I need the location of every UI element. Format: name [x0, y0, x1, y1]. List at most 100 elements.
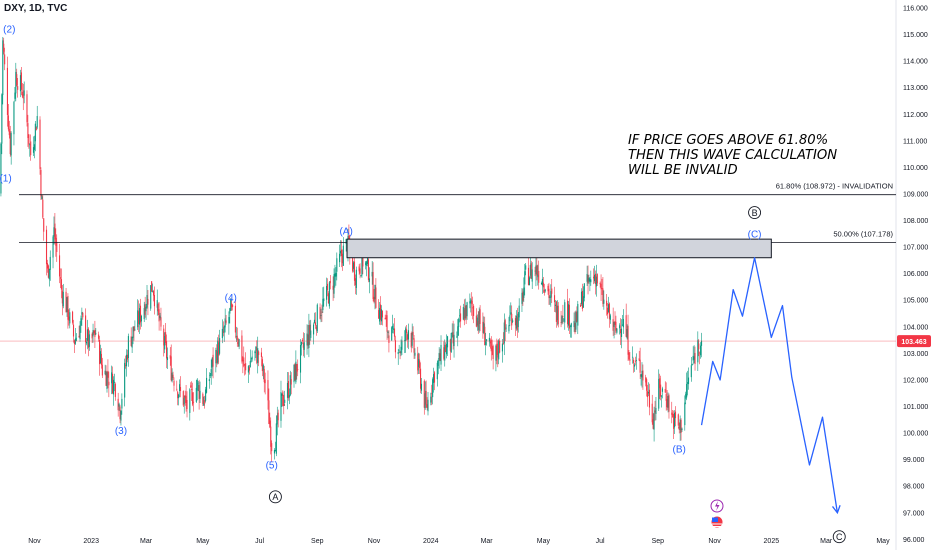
candle-body: [580, 291, 583, 305]
candle-body: [308, 325, 310, 349]
candle-body: [462, 307, 464, 320]
candle-body: [634, 360, 637, 362]
candle-body: [564, 302, 566, 323]
symbol-label[interactable]: DXY, 1D, TVC: [4, 3, 68, 14]
candle-body: [16, 74, 18, 86]
candle-body: [118, 403, 120, 407]
y-tick-label: 109.000: [903, 191, 928, 198]
candle-body: [139, 305, 142, 323]
wave-label: (C): [748, 229, 762, 240]
invalidation-note: IF PRICE GOES ABOVE 61.80% THEN THIS WAVE…: [628, 133, 837, 178]
candle-body: [366, 256, 369, 265]
candle-body: [91, 333, 93, 339]
candle-body: [486, 339, 488, 341]
candle-body: [567, 304, 570, 326]
candle-body: [267, 380, 269, 401]
candle-body: [257, 348, 259, 363]
candle-body: [615, 321, 617, 331]
candle-body: [152, 290, 154, 292]
current-price-tag[interactable]: [897, 335, 931, 348]
candle-body: [673, 413, 675, 429]
candle-body: [281, 393, 283, 396]
candle-body: [117, 398, 119, 411]
candle-body: [671, 412, 673, 415]
candle-body: [27, 123, 29, 139]
candle-body: [192, 401, 195, 403]
candle-body: [75, 337, 77, 342]
candle-body: [633, 359, 635, 364]
x-tick-label: 2023: [83, 538, 99, 545]
candle-body: [178, 394, 180, 399]
candle-body: [56, 241, 58, 253]
x-tick-label: Sep: [652, 538, 665, 545]
candle-body: [339, 250, 342, 254]
candle-body: [627, 325, 629, 355]
x-axis[interactable]: Nov 2023 Mar May Jul Sep Nov 2024 Mar May Jul Sep No…: [28, 538, 890, 545]
candle-body: [17, 86, 19, 90]
note-line-3: WILL BE INVALID: [628, 163, 738, 178]
candle-body: [521, 292, 523, 304]
current-price-value: 103.463: [901, 339, 926, 346]
y-axis[interactable]: 116.000 115.000 114.000 113.000 112.000 111.0…: [897, 5, 931, 544]
candle-body: [489, 341, 491, 344]
candle-body: [586, 273, 588, 282]
candle-body: [384, 317, 386, 320]
candle-body: [133, 326, 135, 332]
candle-body: [573, 321, 575, 328]
candle-body: [282, 391, 284, 407]
candle-body: [612, 319, 614, 331]
candle-body: [692, 355, 694, 361]
candle-body: [405, 328, 407, 342]
candle-body: [288, 394, 290, 398]
candle-body: [229, 308, 231, 314]
y-tick-label: 107.000: [903, 245, 928, 252]
candle-body: [638, 358, 640, 361]
candle-body: [171, 372, 173, 381]
candle-body: [262, 365, 264, 371]
y-tick-label: 113.000: [903, 85, 928, 92]
candle-body: [104, 370, 106, 375]
candle-body: [276, 415, 278, 425]
candle-body: [54, 223, 56, 240]
candle-body: [286, 382, 289, 398]
candle-body: [472, 307, 474, 309]
candle-body: [355, 269, 357, 288]
candle-body: [406, 334, 409, 340]
candle-body: [686, 383, 688, 398]
candle-body: [260, 352, 262, 358]
candle-body: [427, 399, 429, 412]
candle-body: [404, 339, 406, 342]
candle-body: [655, 407, 657, 414]
candle-body: [362, 251, 364, 267]
candle-body: [622, 318, 624, 328]
candle-body: [642, 370, 644, 381]
candle-body: [397, 351, 399, 355]
candle-body: [93, 330, 95, 334]
candle-body: [414, 352, 416, 356]
candle-body: [621, 324, 624, 326]
resistance-zone: [346, 238, 772, 259]
candle-body: [244, 364, 246, 366]
candle-body: [14, 92, 16, 99]
candle-body: [575, 312, 577, 330]
candle-body: [323, 298, 325, 302]
candle-body: [492, 346, 494, 359]
candle-body: [401, 340, 403, 350]
candle-body: [307, 334, 309, 346]
candle-body: [569, 326, 571, 327]
level-label-fib-50: 50.00% (107.178): [833, 229, 893, 238]
candle-body: [664, 389, 666, 393]
candle-body: [553, 295, 556, 303]
candle-body: [360, 275, 362, 277]
candle-body: [530, 263, 532, 279]
candle-body: [234, 305, 236, 333]
candle-body: [550, 291, 552, 298]
candle-body: [242, 359, 244, 362]
candle-body: [319, 307, 321, 319]
candle-body: [245, 363, 247, 371]
candle-body: [113, 381, 115, 383]
candle-body: [112, 373, 114, 394]
candle-body: [444, 344, 446, 361]
candle-body: [544, 289, 546, 292]
candle-body: [399, 352, 401, 354]
